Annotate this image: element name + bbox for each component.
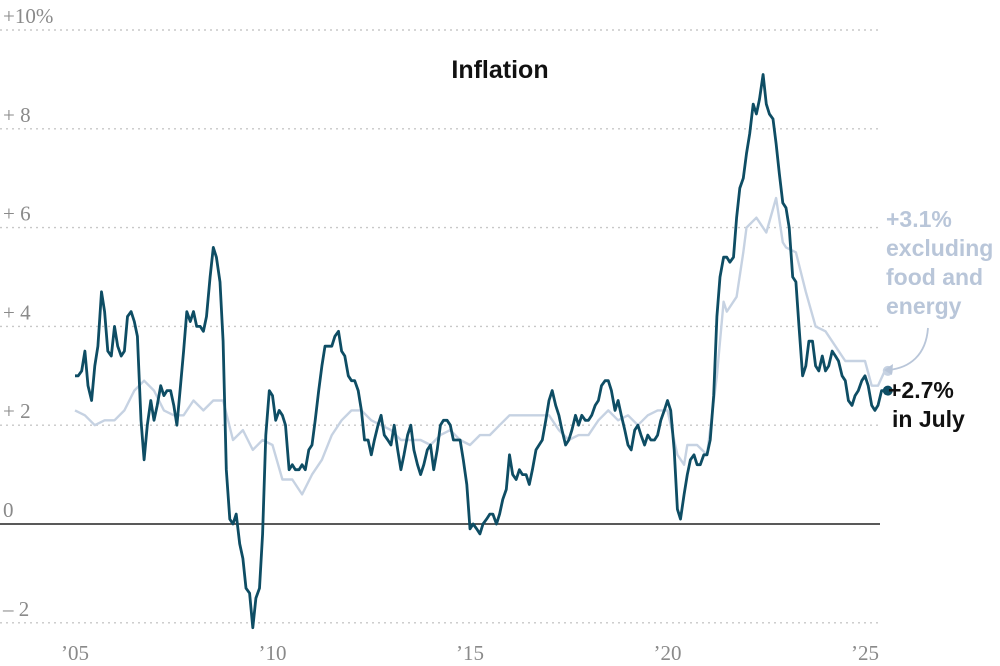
annotation-headline: +2.7% in July [888,377,965,432]
x-tick-label: ’25 [851,641,879,665]
y-tick-label: – 2 [2,597,29,621]
chart-title: Inflation [451,56,548,84]
annotation-core-line: food and [886,264,983,290]
y-tick-label: 0 [3,498,14,522]
y-tick-label: + 2 [3,399,31,423]
y-tick-label: + 8 [3,103,31,127]
x-tick-label: ’15 [456,641,484,665]
x-tick-label: ’05 [61,641,89,665]
annotation-core: +3.1% excluding food and energy [886,206,993,319]
y-tick-label: + 4 [3,300,31,324]
x-tick-label: ’20 [654,641,682,665]
series-line-headline [75,73,885,630]
annotation-headline-line: in July [892,406,965,432]
annotation-arrowhead [884,364,893,375]
gridlines [0,29,878,624]
y-tick-label: +10% [3,4,53,28]
annotation-core-line: excluding [886,235,993,261]
annotation-headline-line: +2.7% [888,377,954,403]
annotation-core-line: +3.1% [886,206,952,232]
x-axis-ticks: ’05 ’10 ’15 ’20 ’25 [61,641,879,665]
annotation-arrow [887,327,929,371]
series-line-core [74,196,886,496]
annotation-core-line: energy [886,293,962,319]
y-axis-ticks: +10% + 8 + 6 + 4 + 2 0 – 2 [2,4,53,621]
endpoint-headline [882,385,893,396]
x-tick-label: ’10 [259,641,287,665]
y-tick-label: + 6 [3,202,31,226]
